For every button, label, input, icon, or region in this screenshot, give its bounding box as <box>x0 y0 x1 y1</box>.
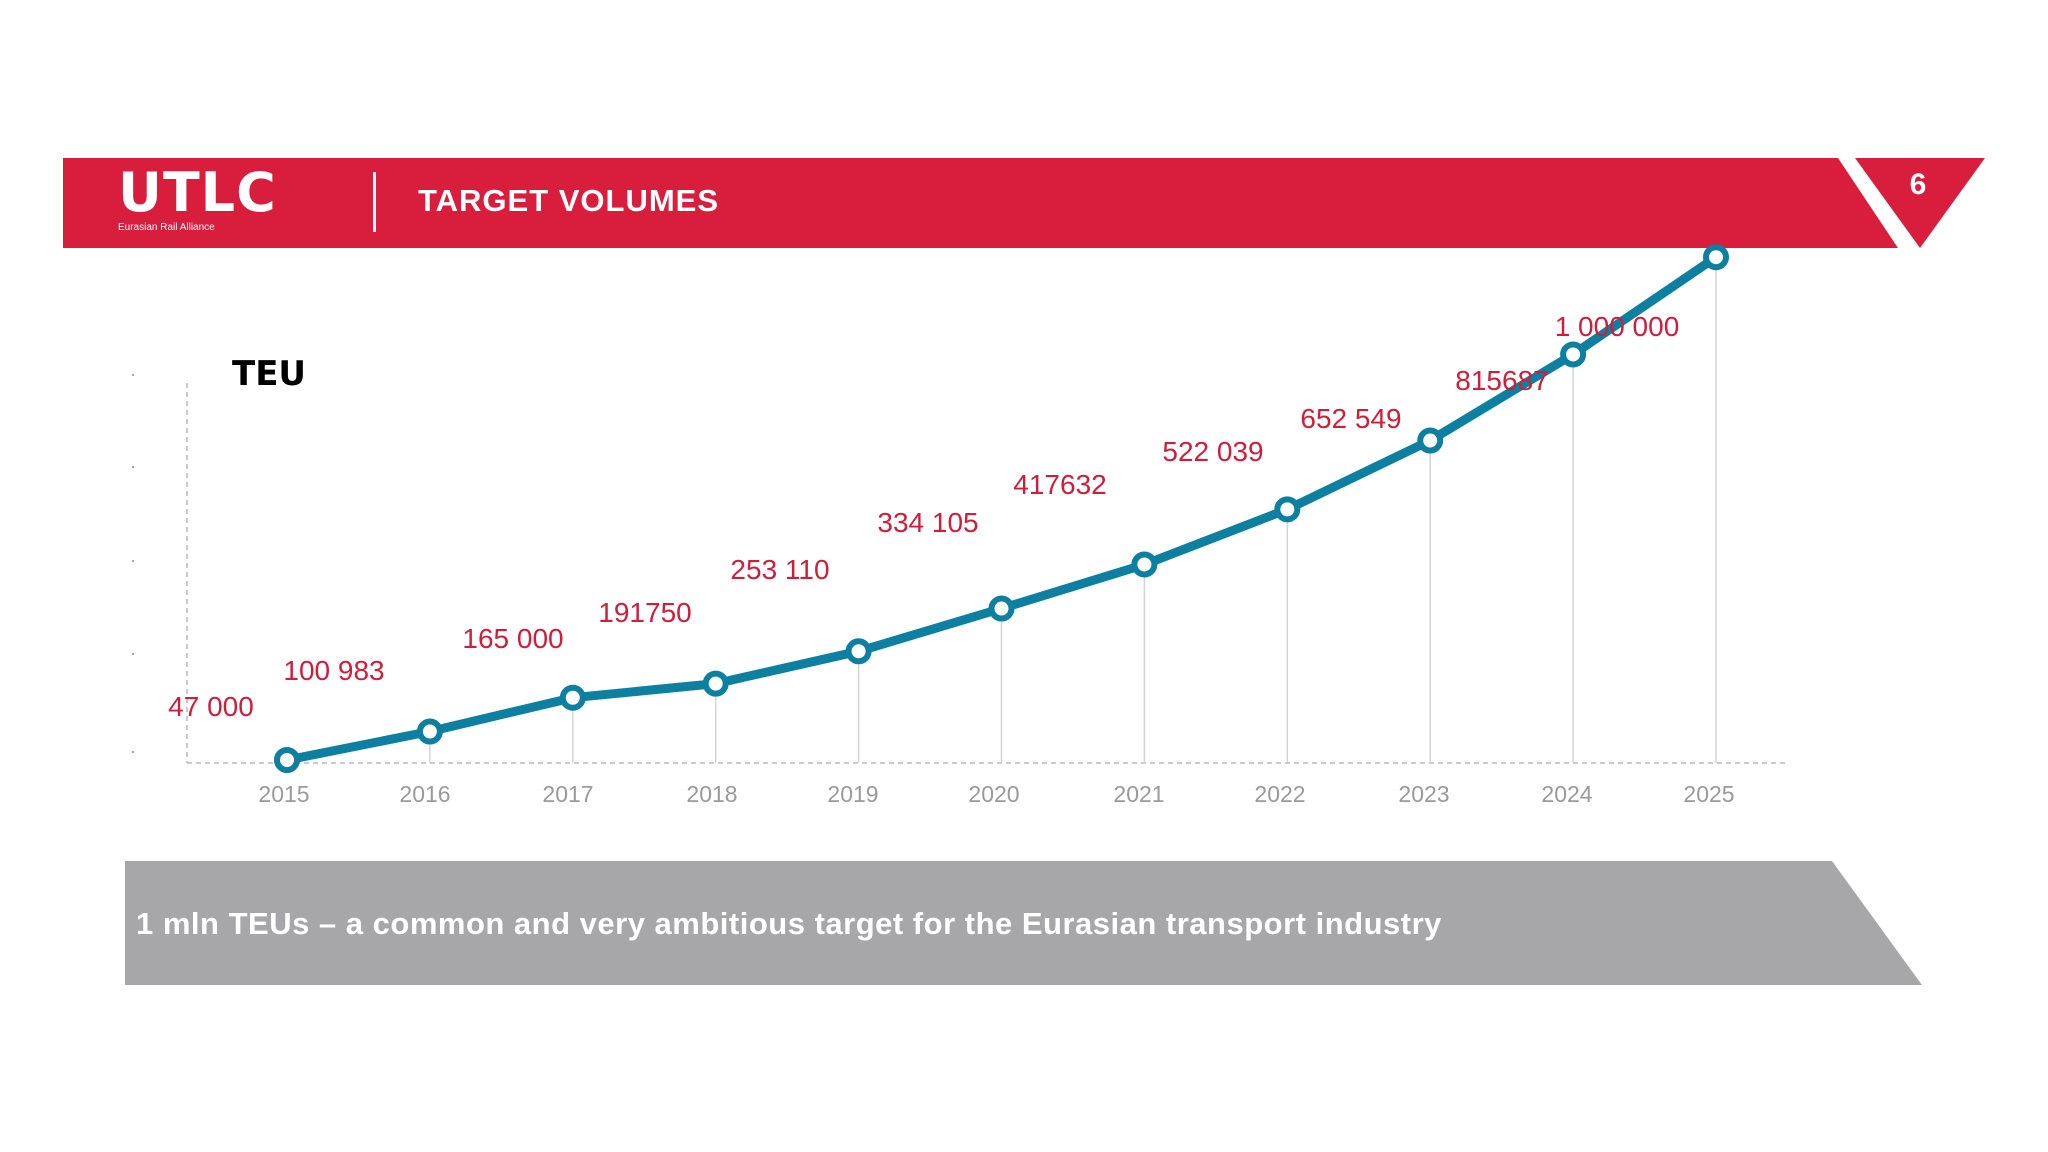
value-label-2021: 417632 <box>1013 469 1106 500</box>
y-axis-tick-mark <box>132 653 134 655</box>
x-tick-label-2022: 2022 <box>1254 781 1305 807</box>
data-point-2025 <box>1703 244 1729 271</box>
value-label-2019: 253 110 <box>730 554 829 585</box>
value-label-2023: 652 549 <box>1300 403 1401 434</box>
data-point-2020 <box>988 595 1015 622</box>
y-axis-tick-mark <box>132 560 134 562</box>
drop-lines <box>286 257 1717 763</box>
data-point-2019 <box>845 638 872 665</box>
x-tick-label-2020: 2020 <box>968 781 1019 807</box>
y-axis-tick-mark <box>132 374 134 376</box>
data-point-2024 <box>1560 341 1587 368</box>
x-tick-label-2018: 2018 <box>686 781 737 807</box>
data-point-2021 <box>1131 551 1158 578</box>
value-label-2025: 1 000 000 <box>1555 311 1680 342</box>
value-label-2016: 100 983 <box>283 655 384 686</box>
value-label-2024: 815687 <box>1455 365 1548 396</box>
x-tick-label-2021: 2021 <box>1113 781 1164 807</box>
slide-title: TARGET VOLUMES <box>418 183 720 218</box>
data-markers <box>274 244 1729 773</box>
x-tick-label-2015: 2015 <box>258 781 309 807</box>
y-axis-tick-mark <box>132 466 134 468</box>
x-tick-label-2024: 2024 <box>1541 781 1592 807</box>
data-point-2016 <box>416 718 443 745</box>
value-label-2020: 334 105 <box>877 507 978 538</box>
page-number: 6 <box>1909 168 1927 201</box>
value-label-2022: 522 039 <box>1162 436 1263 467</box>
value-label-2015: 47 000 <box>168 691 254 722</box>
x-tick-label-2016: 2016 <box>399 781 450 807</box>
logo-subtitle: Eurasian Rail Alliance <box>118 222 215 233</box>
logo-wordmark: UTLC <box>118 161 277 224</box>
x-tick-label-2017: 2017 <box>542 781 593 807</box>
value-label-2017: 165 000 <box>462 623 563 654</box>
data-point-2017 <box>559 684 586 711</box>
x-tick-label-2023: 2023 <box>1398 781 1449 807</box>
x-tick-labels: 2015 2016 2017 2018 2019 2020 2021 2022 2023 2024… <box>258 781 1734 807</box>
footer-statement: 1 mln TEUs – a common and very ambitious… <box>136 906 1442 941</box>
y-axis-unit-label: TEU <box>232 354 307 394</box>
header-divider <box>373 172 376 232</box>
data-point-2015 <box>274 747 300 773</box>
x-tick-label-2025: 2025 <box>1683 781 1734 807</box>
y-axis-tick-mark <box>132 751 134 753</box>
x-tick-label-2019: 2019 <box>827 781 878 807</box>
data-point-2023 <box>1417 427 1444 454</box>
chart-axes <box>132 374 1786 764</box>
value-label-2018: 191750 <box>598 597 691 628</box>
data-point-2022 <box>1274 496 1301 523</box>
data-point-2018 <box>702 670 729 697</box>
value-labels: 47 000 100 983 165 000 191750 253 110 334 105… <box>168 311 1679 722</box>
utlc-logo: UTLC Eurasian Rail Alliance <box>118 161 277 234</box>
